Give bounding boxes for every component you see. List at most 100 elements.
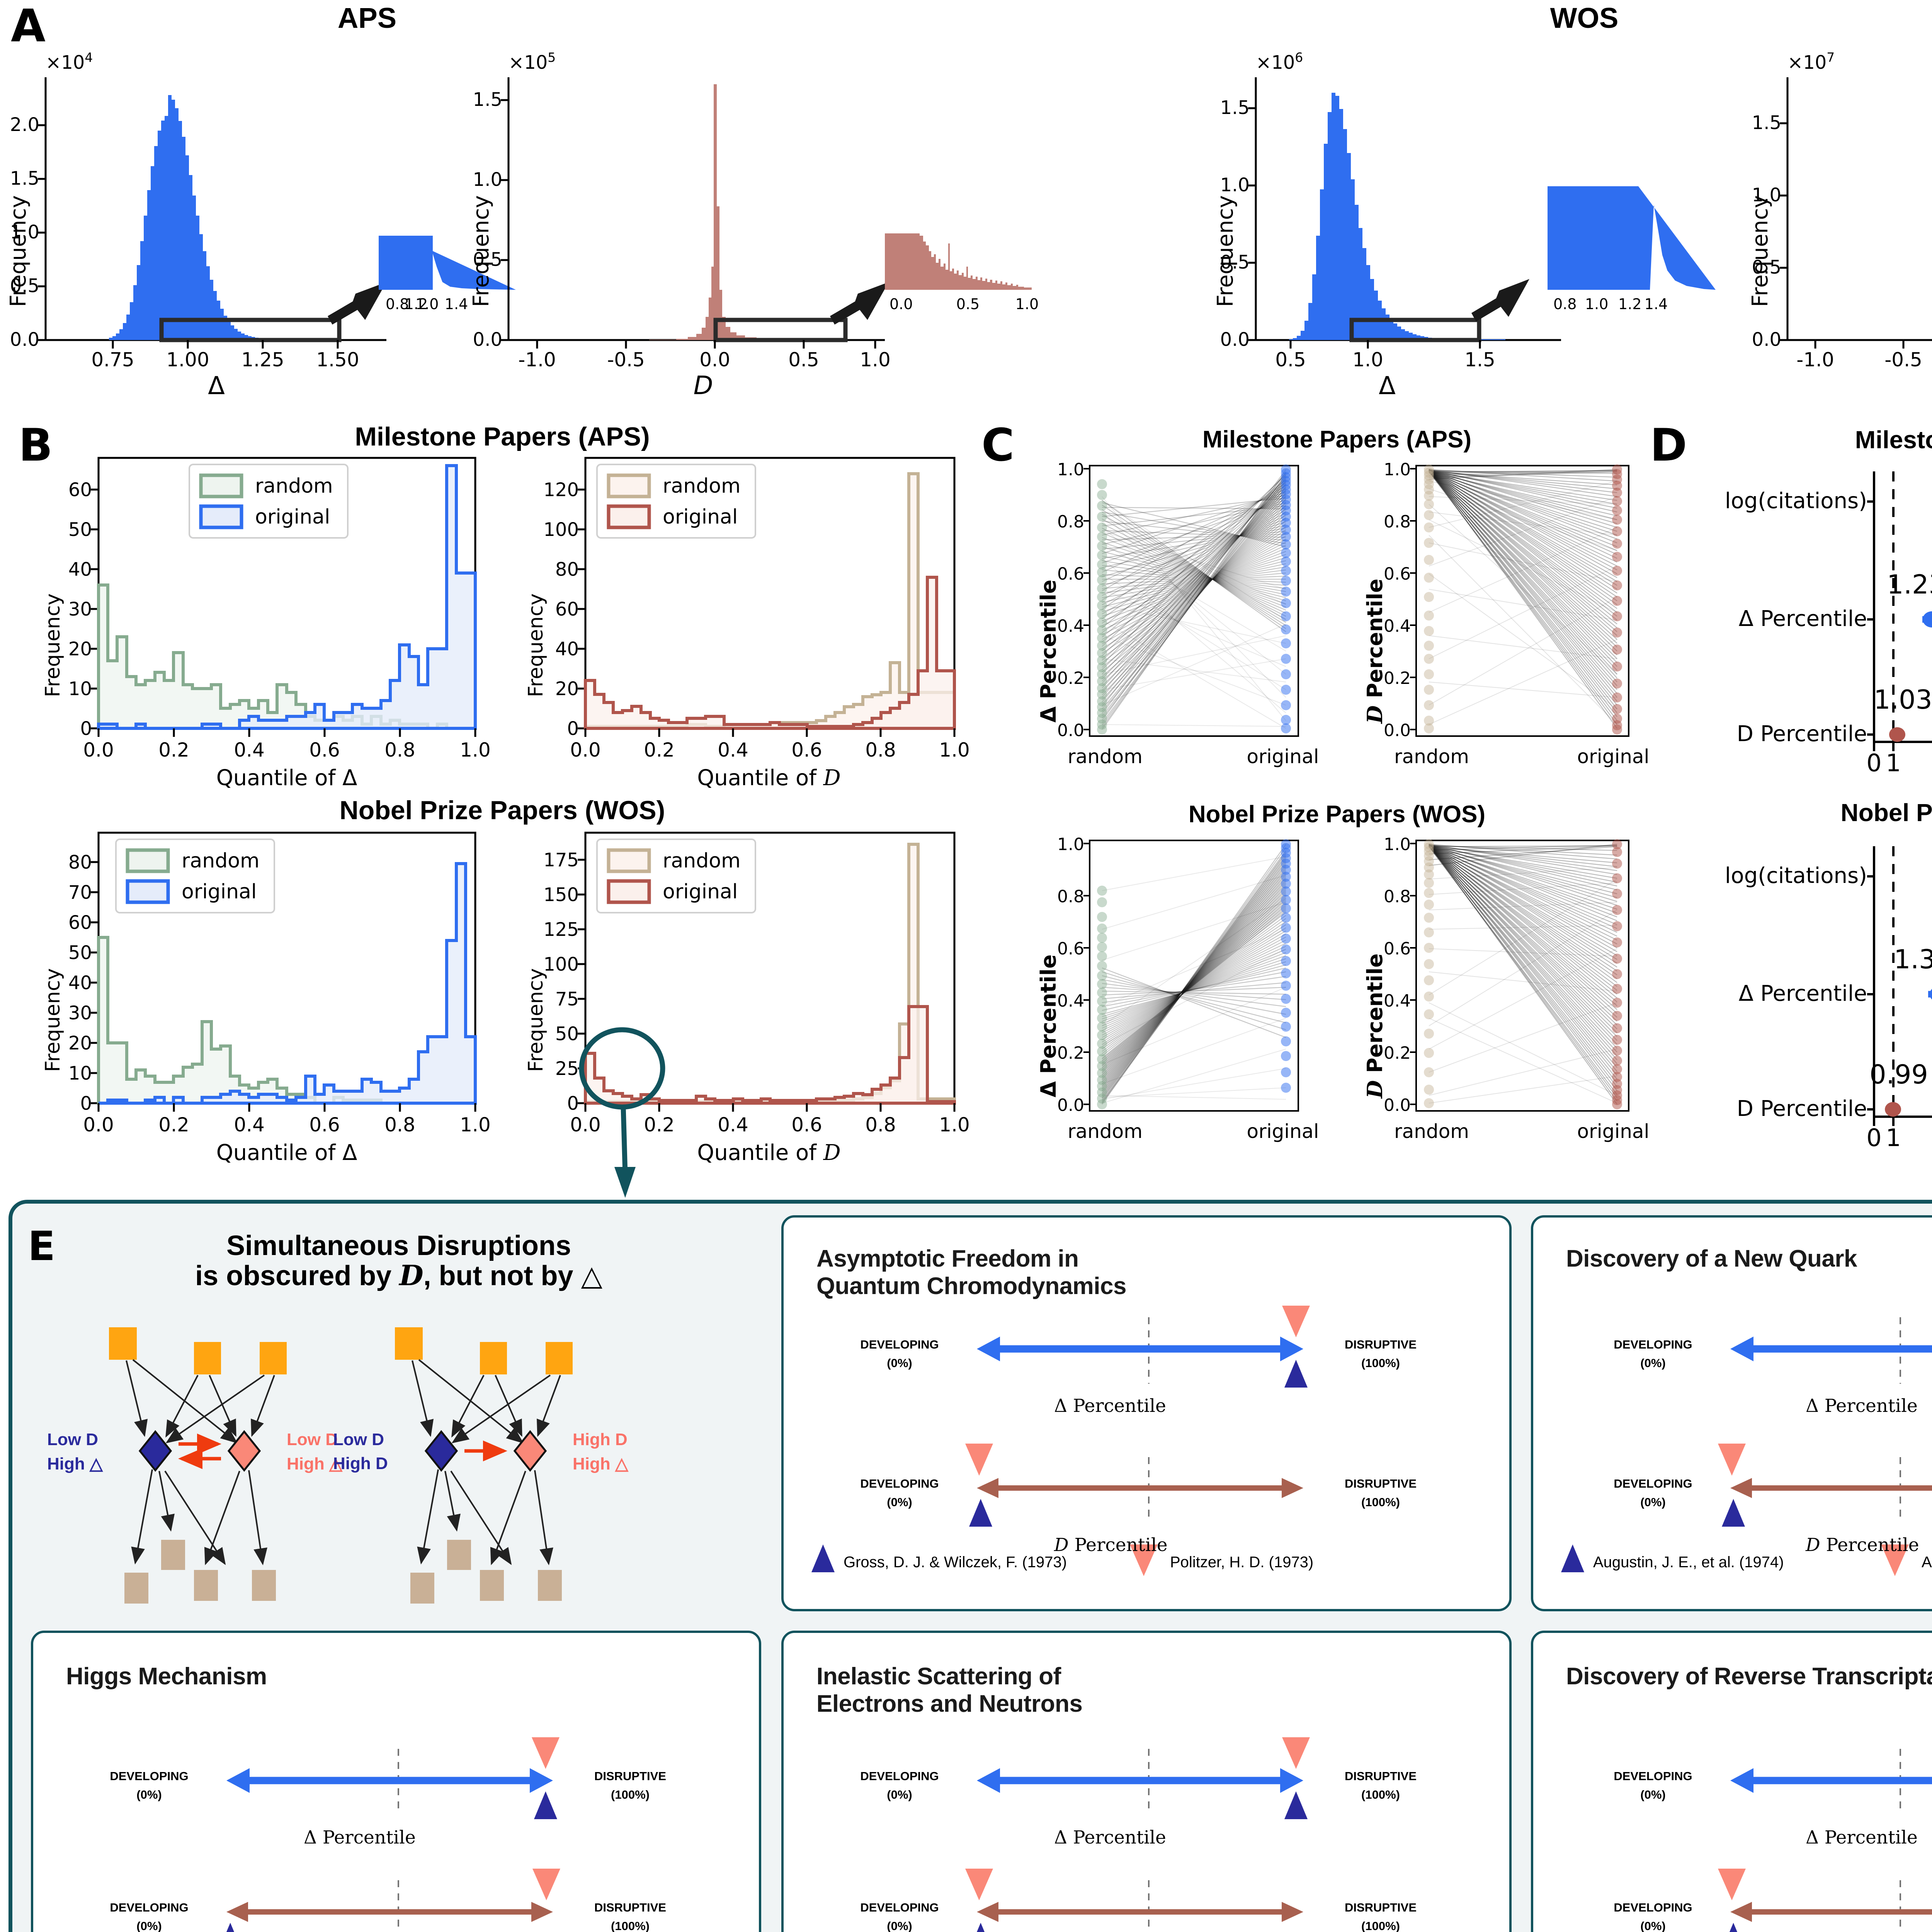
C2-slopelines (1429, 469, 1617, 729)
B1-ylabel: Frequency (41, 594, 65, 697)
A3-arrow-icon (1471, 279, 1529, 321)
A4-ylabel: Frequency (1748, 195, 1773, 307)
svg-text:0.4: 0.4 (1057, 616, 1084, 636)
C1-yticks: 0.0 0.2 0.4 0.6 0.8 1.0 (1057, 460, 1090, 740)
C4-right-dots (1612, 839, 1622, 1109)
A3-inset-tick-10: 1.0 (1585, 296, 1608, 313)
C2-xtick-random: random (1394, 745, 1469, 768)
delta-left-label: DEVELOPING (0%) (110, 1769, 189, 1802)
B3-legend-random: random (182, 849, 260, 872)
A2-bars (649, 84, 845, 340)
marker-blue-D (1722, 1499, 1745, 1527)
B1-xticks: 0.0 0.2 0.4 0.6 0.8 1.0 (83, 728, 491, 761)
A1-arrow-icon (328, 282, 386, 325)
svg-text:0.0: 0.0 (83, 739, 114, 761)
card-transcriptase[interactable]: Discovery of Reverse Transcriptase D (1531, 1631, 1932, 1932)
D-right-label: DISRUPTIVE (100%) (594, 1901, 667, 1932)
chart-A1-aps-delta: ×104 0.0 0.5 1.0 1.5 2.0 (6, 50, 439, 400)
A2-arrow-icon (830, 282, 889, 325)
svg-text:1.0: 1.0 (1384, 460, 1411, 480)
diagram-title-D: D (399, 1259, 423, 1292)
A3i-tick-14: 1.4 (1645, 296, 1668, 313)
svg-text:1.0: 1.0 (460, 739, 491, 761)
C2-xtick-original: original (1577, 745, 1650, 768)
svg-text:1.0: 1.0 (939, 1114, 970, 1136)
source-node-square (260, 1342, 287, 1374)
node-label-right-blue-1: Low D (333, 1430, 384, 1449)
svg-text:175: 175 (543, 849, 579, 871)
D2-point-D: 0.99 (1869, 1060, 1928, 1117)
network-left (109, 1327, 287, 1604)
A1-exponent: ×104 (46, 50, 93, 73)
C4-ylabel: D Percentile (1362, 954, 1387, 1099)
svg-text:1: 1 (1886, 749, 1901, 777)
svg-text:1.5: 1.5 (473, 89, 502, 111)
svg-text:0.2: 0.2 (158, 1114, 189, 1136)
svg-text:0.4: 0.4 (718, 1114, 748, 1136)
svg-text:0: 0 (80, 1093, 92, 1114)
B4-circle-annotation (579, 1027, 665, 1198)
C4-slopelines (1429, 844, 1617, 1105)
svg-text:60: 60 (555, 599, 579, 620)
card-quark[interactable]: Discovery of a New Quark DEVELOPING( (1531, 1215, 1932, 1611)
card-inelastic[interactable]: Inelastic Scattering of Electrons and Neu… (781, 1631, 1512, 1932)
card-quark-title: Discovery of a New Quark (1566, 1245, 1857, 1272)
svg-text:75: 75 (555, 988, 579, 1010)
svg-text:0.8: 0.8 (865, 1114, 896, 1136)
svg-text:-0.5: -0.5 (607, 349, 645, 371)
svg-text:80: 80 (555, 559, 579, 580)
chart-D2: log(citations) Δ Percentile D Percentile… (1692, 838, 1932, 1175)
A4-xticks: -1.0 -0.5 0.0 0.5 1.0 (1796, 340, 1922, 371)
node-label-right-blue-2: High D (333, 1454, 388, 1473)
D1-row-label-0: log(citations) (1725, 488, 1867, 514)
C1-right-dots (1281, 464, 1291, 733)
chart-D1: log(citations) Δ Percentile D Percentile… (1692, 464, 1932, 800)
delta-percentile-label: Δ Percentile (1806, 1827, 1918, 1848)
chart-B3: 0 10 20 30 40 50 60 70 80 0.0 0.2 0.4 0.… (23, 827, 491, 1167)
svg-text:0.0: 0.0 (83, 1114, 114, 1136)
B4-legend: random original (596, 838, 756, 913)
B3-ylabel: Frequency (41, 968, 65, 1072)
C1-xtick-original: original (1247, 745, 1319, 768)
svg-text:0.8: 0.8 (865, 739, 896, 761)
node-label-right-red-2: High △ (573, 1454, 628, 1473)
panel-label-A: A (11, 0, 46, 52)
svg-text:0.0: 0.0 (1752, 329, 1781, 350)
marker-blue-D (977, 1923, 985, 1932)
D1-point-D: 1.03 (1874, 685, 1932, 742)
svg-text:0.2: 0.2 (1057, 668, 1084, 688)
B2-series-original (584, 576, 956, 730)
chart-B-title-milestone: Milestone Papers (APS) (355, 422, 650, 451)
B2-yticks: 0 20 40 60 80 100 120 (543, 479, 585, 740)
D-left-label: DEVELOPING (0%) (860, 1901, 939, 1932)
D-left-label: DEVELOPING (0%) (110, 1901, 189, 1932)
chart-C1: 0.0 0.2 0.4 0.6 0.8 1.0 (1012, 458, 1319, 798)
D1-row-label-1: Δ Percentile (1739, 606, 1867, 631)
B1-legend-random: random (255, 474, 333, 498)
card-higgs[interactable]: Higgs Mechanism DEVELOPING (0%) (31, 1631, 761, 1932)
marker-blue-D (1730, 1923, 1737, 1932)
svg-text:0.6: 0.6 (1057, 939, 1084, 959)
card-qcd-legend-red: Politzer, H. D. (1973) (1170, 1554, 1314, 1571)
svg-text:20: 20 (68, 638, 92, 660)
svg-text:0.2: 0.2 (1384, 668, 1411, 688)
svg-text:0.0: 0.0 (570, 1114, 601, 1136)
legend-marker-blue (811, 1544, 835, 1572)
svg-text:25: 25 (555, 1058, 579, 1080)
sink-node-square (194, 1570, 218, 1601)
B4-ylabel: Frequency (524, 968, 548, 1072)
delta-axis-arrow (226, 1768, 553, 1793)
card-qcd[interactable]: Asymptotic Freedom in Quantum Chromodynam… (781, 1215, 1512, 1611)
red-diamond-node (513, 1430, 547, 1472)
chart-C3: 0.0 0.2 0.4 0.6 0.8 1.0 (1012, 833, 1319, 1173)
A3-yaxis: 0.0 0.5 1.0 1.5 (1220, 77, 1257, 350)
svg-text:1.0: 1.0 (460, 1114, 491, 1136)
A1-inset-tick-1: 1.0 (415, 296, 439, 313)
svg-text:20: 20 (555, 678, 579, 700)
svg-text:1: 1 (1886, 1124, 1901, 1152)
svg-text:1.0: 1.0 (1057, 835, 1084, 854)
A4-exponent: ×107 (1787, 50, 1835, 73)
svg-text:0.5: 0.5 (788, 349, 819, 371)
A2-highlight-box (713, 318, 848, 342)
svg-text:0.0: 0.0 (699, 349, 730, 371)
